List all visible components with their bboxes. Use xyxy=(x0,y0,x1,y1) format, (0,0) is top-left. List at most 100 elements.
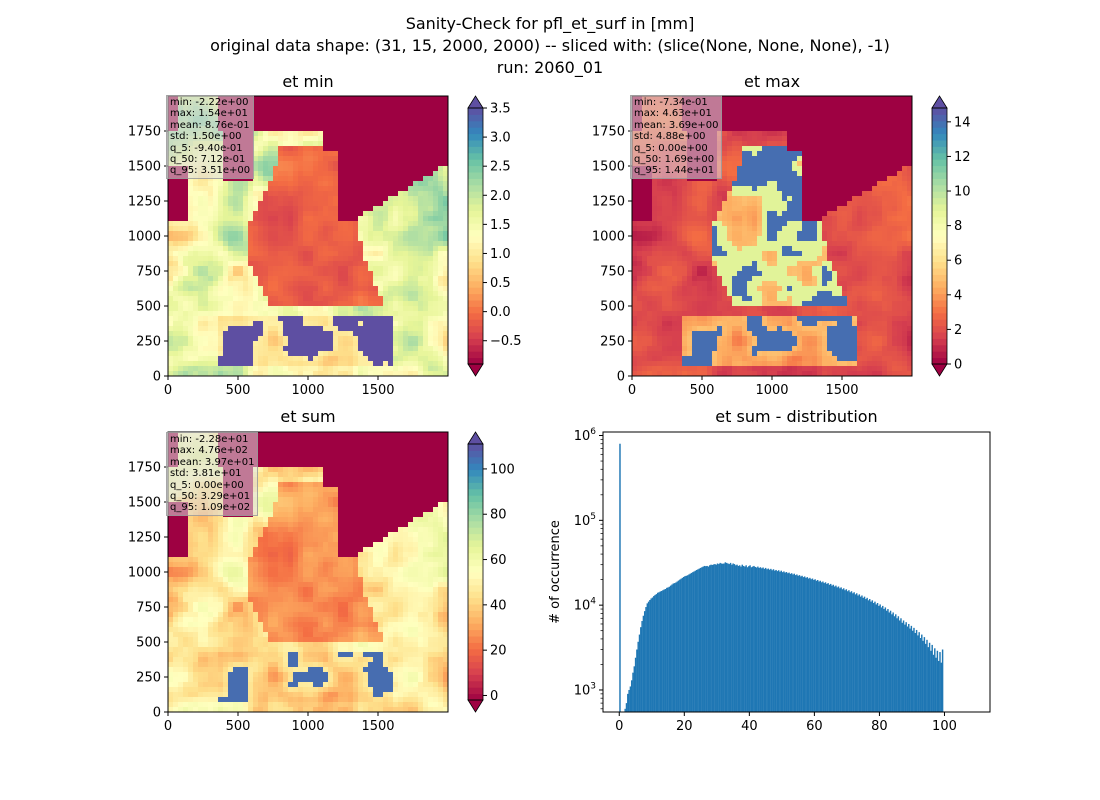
heatmap-cell xyxy=(373,231,379,237)
heatmap-cell xyxy=(268,301,274,307)
heatmap-cell xyxy=(178,191,184,197)
heatmap-cell xyxy=(323,151,329,157)
heatmap-cell xyxy=(428,276,434,282)
heatmap-cell xyxy=(373,206,379,212)
heatmap-cell xyxy=(423,301,429,307)
heatmap-cell xyxy=(288,131,294,137)
heatmap-cell xyxy=(717,226,723,232)
heatmap-cell xyxy=(388,171,394,177)
heatmap-cell xyxy=(288,261,294,267)
heatmap-cell xyxy=(278,126,284,132)
heatmap-cell xyxy=(902,211,908,217)
heatmap-cell xyxy=(742,156,748,162)
heatmap-cell xyxy=(368,166,374,172)
heatmap-cell xyxy=(413,271,419,277)
heatmap-cell xyxy=(712,201,718,207)
heatmap-cell xyxy=(238,281,244,287)
heatmap-cell xyxy=(208,361,214,367)
heatmap-cell xyxy=(228,331,234,337)
heatmap-cell xyxy=(832,136,838,142)
heatmap-cell xyxy=(258,216,264,222)
heatmap-cell xyxy=(413,261,419,267)
heatmap-cell xyxy=(892,121,898,127)
heatmap-cell xyxy=(398,251,404,257)
heatmap-cell xyxy=(198,341,204,347)
heatmap-cell xyxy=(837,186,843,192)
heatmap-cell xyxy=(438,186,444,192)
heatmap-cell xyxy=(842,101,848,107)
heatmap-cell xyxy=(333,351,339,357)
heatmap-cell xyxy=(388,246,394,252)
heatmap-cell xyxy=(278,96,284,102)
heatmap-cell xyxy=(198,216,204,222)
heatmap-cell xyxy=(742,111,748,117)
heatmap-cell xyxy=(727,201,733,207)
heatmap-cell xyxy=(388,306,394,312)
heatmap-cell xyxy=(797,176,803,182)
heatmap-cell xyxy=(273,261,279,267)
heatmap-cell xyxy=(907,186,912,192)
heatmap-cell xyxy=(787,196,793,202)
heatmap-cell xyxy=(892,126,898,132)
heatmap-cell xyxy=(283,201,289,207)
heatmap-cell xyxy=(368,101,374,107)
heatmap-cell xyxy=(717,231,723,237)
heatmap-cell xyxy=(303,356,309,362)
heatmap-cell xyxy=(837,246,843,252)
heatmap-cell xyxy=(697,206,703,212)
heatmap-cell xyxy=(747,171,753,177)
heatmap-cell xyxy=(193,291,199,297)
heatmap-cell xyxy=(882,176,888,182)
heatmap-cell xyxy=(193,251,199,257)
heatmap-cell xyxy=(398,291,404,297)
heatmap-cell xyxy=(438,131,444,137)
heatmap-cell xyxy=(398,206,404,212)
heatmap-cell xyxy=(817,146,823,152)
heatmap-cell xyxy=(882,121,888,127)
heatmap-cell xyxy=(877,231,883,237)
heatmap-cell xyxy=(857,96,863,102)
heatmap-cell xyxy=(393,306,399,312)
heatmap-cell xyxy=(343,366,349,372)
heatmap-cell xyxy=(657,241,663,247)
heatmap-cell xyxy=(378,96,384,102)
heatmap-cell xyxy=(343,206,349,212)
heatmap-cell xyxy=(787,246,793,252)
heatmap-cell xyxy=(877,121,883,127)
heatmap-cell xyxy=(233,201,239,207)
heatmap-cell xyxy=(293,206,299,212)
heatmap-cell xyxy=(313,306,319,312)
heatmap-cell xyxy=(298,161,304,167)
heatmap-cell xyxy=(258,311,264,317)
heatmap-cell xyxy=(817,111,823,117)
heatmap-cell xyxy=(203,266,209,272)
heatmap-cell xyxy=(258,111,264,117)
heatmap-cell xyxy=(198,266,204,272)
colorbar-segment xyxy=(468,223,483,231)
heatmap-cell xyxy=(298,321,304,327)
heatmap-cell xyxy=(433,186,439,192)
heatmap-cell xyxy=(413,371,419,376)
heatmap-cell xyxy=(877,166,883,172)
heatmap-cell xyxy=(353,116,359,122)
heatmap-cell xyxy=(632,211,638,217)
heatmap-cell xyxy=(438,351,444,357)
heatmap-cell xyxy=(842,131,848,137)
heatmap-cell xyxy=(717,246,723,252)
heatmap-cell xyxy=(892,211,898,217)
heatmap-cell xyxy=(243,361,249,367)
heatmap-cell xyxy=(792,146,798,152)
heatmap-cell xyxy=(193,371,199,376)
heatmap-cell xyxy=(722,141,728,147)
heatmap-cell xyxy=(278,246,284,252)
heatmap-cell xyxy=(248,216,254,222)
heatmap-cell xyxy=(353,111,359,117)
heatmap-cell xyxy=(867,186,873,192)
heatmap-cell xyxy=(907,181,912,187)
heatmap-cell xyxy=(408,166,414,172)
heatmap-cell xyxy=(348,291,354,297)
heatmap-cell xyxy=(243,271,249,277)
heatmap-cell xyxy=(787,121,793,127)
heatmap-cell xyxy=(183,251,189,257)
heatmap-cell xyxy=(308,306,314,312)
